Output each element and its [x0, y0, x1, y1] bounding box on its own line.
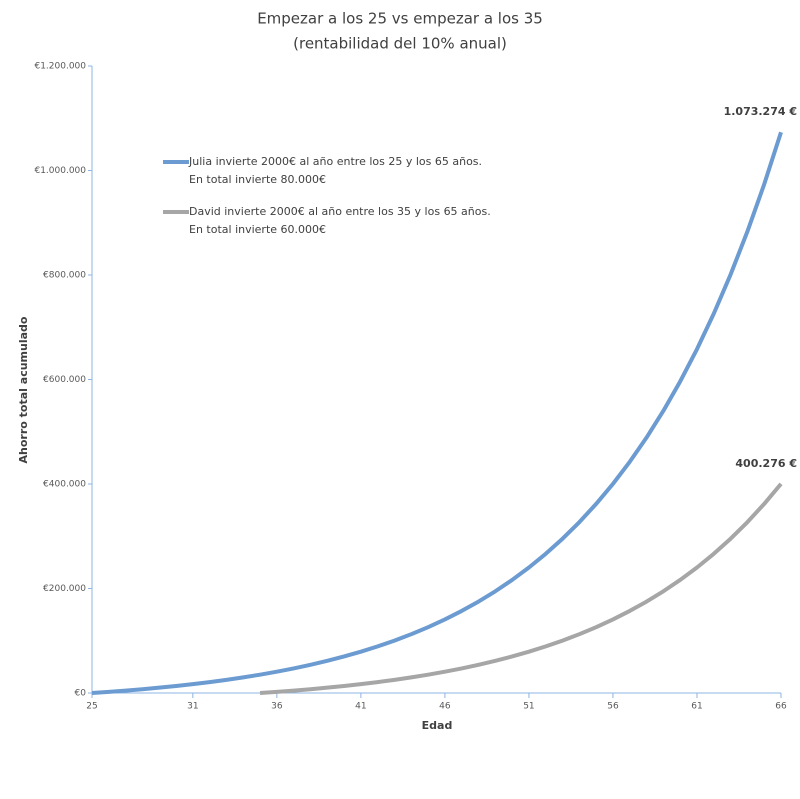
legend-label: David invierte 2000€ al año entre los 35… [189, 205, 491, 218]
y-tick-label: €0 [75, 689, 87, 699]
y-tick-label: €600.000 [43, 375, 86, 385]
data-label: 400.276 € [735, 457, 797, 470]
x-tick-label: 61 [691, 702, 702, 712]
legend-detail: En total invierte 60.000€ [189, 223, 326, 236]
chart-subtitle: (rentabilidad del 10% anual) [293, 35, 507, 53]
x-tick-label: 41 [355, 702, 366, 712]
y-tick-label: €1.000.000 [34, 166, 86, 176]
legend-label: Julia invierte 2000€ al año entre los 25… [188, 155, 482, 168]
x-tick-label: 36 [271, 702, 283, 712]
y-tick-label: €400.000 [43, 480, 86, 490]
x-tick-label: 56 [607, 702, 619, 712]
x-axis-label: Edad [422, 719, 453, 732]
series-line [259, 482, 783, 695]
data-label: 1.073.274 € [724, 105, 797, 118]
y-axis-label: Ahorro total acumulado [17, 316, 30, 463]
legend-detail: En total invierte 80.000€ [189, 173, 326, 186]
series-line [91, 131, 783, 695]
x-tick-label: 51 [523, 702, 534, 712]
x-tick-label: 31 [187, 702, 198, 712]
y-tick-label: €1.200.000 [34, 62, 86, 72]
y-tick-label: €200.000 [43, 584, 86, 594]
x-tick-label: 25 [86, 702, 97, 712]
y-tick-label: €800.000 [43, 271, 86, 281]
x-tick-label: 46 [439, 702, 451, 712]
x-tick-label: 66 [775, 702, 787, 712]
chart-title: Empezar a los 25 vs empezar a los 35 [257, 10, 543, 28]
